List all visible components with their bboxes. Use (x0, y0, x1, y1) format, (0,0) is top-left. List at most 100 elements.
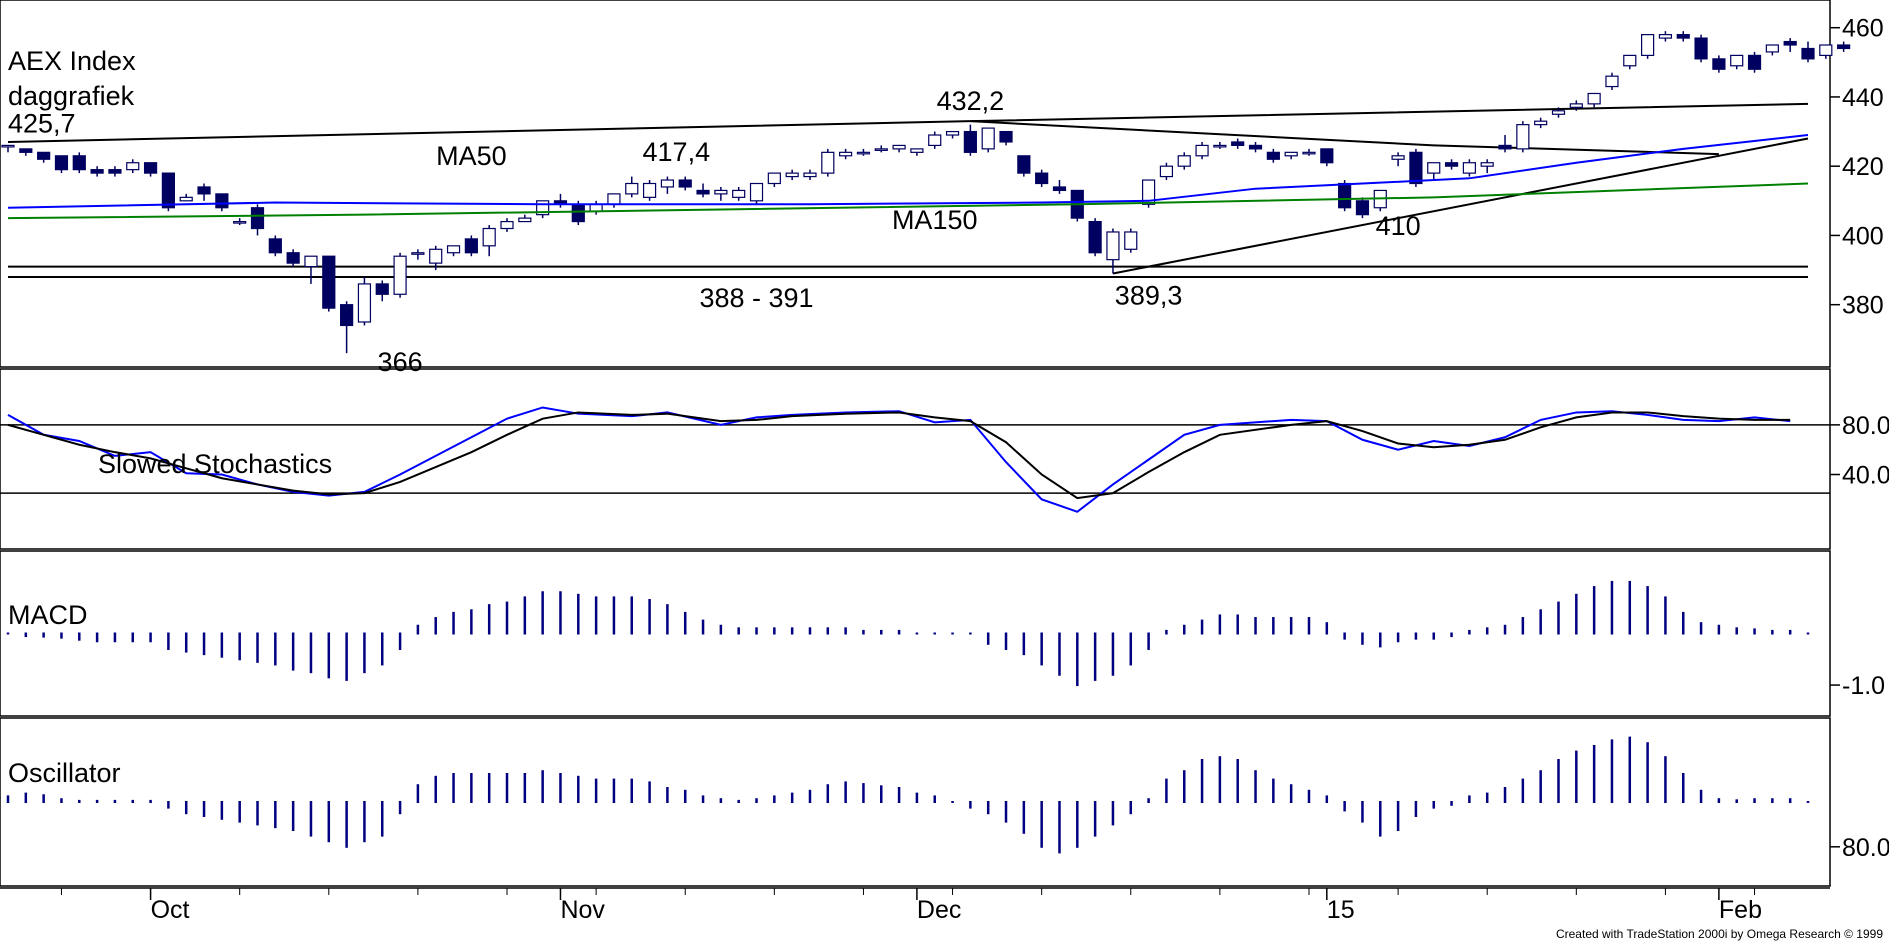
annotation-label: 388 - 391 (699, 283, 813, 313)
candle (1694, 34, 1708, 63)
candle-body-up (179, 196, 193, 202)
candle-body-up (1141, 179, 1156, 205)
stochastic-d-line (7, 411, 1791, 500)
candle (732, 186, 746, 201)
candle-body-down (161, 172, 175, 209)
candle-body-up (482, 227, 496, 247)
candle (286, 249, 300, 267)
oscillator-panel: 80.0 Oscillator (0, 717, 1889, 887)
candle-body-up (945, 130, 960, 136)
candle (197, 183, 211, 201)
candle (37, 151, 51, 163)
candle-body-down (340, 304, 354, 327)
candle-body-down (678, 179, 692, 188)
candle (1587, 92, 1601, 108)
candle-body-up (1, 144, 15, 148)
candle-body-down (1409, 151, 1423, 185)
candle (268, 235, 282, 257)
candle-body-up (1177, 155, 1191, 167)
candle (1712, 55, 1726, 73)
candle (625, 176, 639, 198)
downtrend-line (970, 120, 1719, 156)
candle (357, 276, 372, 326)
candle-body-up (625, 182, 639, 195)
candle (250, 204, 265, 236)
ytick-label: 460 (1842, 15, 1884, 43)
ytick-label: 440 (1842, 84, 1884, 112)
candle (714, 186, 728, 201)
candle (54, 155, 69, 174)
candle (518, 214, 532, 223)
candle (1569, 100, 1583, 111)
candle (678, 176, 692, 191)
candle (375, 280, 389, 302)
candle (464, 235, 478, 257)
stochastics-panel: 40.0 80.0 Slowed Stochastics (0, 368, 1889, 550)
stochastics-lines (7, 406, 1791, 513)
candle (143, 162, 158, 177)
candle-body-up (749, 182, 764, 202)
candle (446, 245, 461, 257)
stochastic-k-line (7, 406, 1791, 513)
candle-body-down (108, 169, 122, 174)
candle (1231, 138, 1245, 149)
candle-body-up (1213, 144, 1227, 148)
candle-body-up (1159, 165, 1174, 178)
candle-body-up (1605, 75, 1619, 88)
candle-body-up (1641, 34, 1655, 56)
xtick-label: Feb (1719, 896, 1762, 924)
price-panel: 380 400 420 440 460 425,7 432,2 417,4 366 388 - … (0, 0, 1884, 377)
annotation-label: MA50 (436, 141, 507, 171)
xtick-label: 15 (1327, 896, 1355, 924)
candle-body-down (1783, 40, 1797, 46)
candle-body-up (304, 255, 318, 268)
candle (19, 148, 33, 156)
candle (90, 166, 104, 177)
candle (1391, 152, 1405, 167)
candle-body-down (143, 162, 158, 174)
candle-body-up (1124, 231, 1138, 250)
candle (411, 249, 425, 260)
candle-body-down (54, 155, 69, 171)
candle (1284, 151, 1298, 160)
candle (607, 193, 621, 208)
candle-body-up (1730, 54, 1744, 67)
candle-body-up (518, 217, 532, 223)
oscillator-panel-border (0, 717, 1831, 887)
candle-body-up (981, 127, 995, 150)
candle (1355, 197, 1370, 219)
oscillator-histogram (6, 736, 1810, 854)
candles (1, 31, 1851, 354)
annotation-label: 432,2 (937, 86, 1005, 116)
candle-body-down (375, 283, 389, 295)
candle-body-up (589, 203, 603, 212)
candle (1213, 141, 1227, 149)
candle-body-down (1694, 37, 1708, 60)
candle-body-up (839, 151, 853, 157)
candle (429, 245, 443, 271)
macd-title: MACD (8, 600, 88, 630)
candle (910, 148, 924, 156)
candle-body-up (856, 151, 871, 155)
candle-body-up (1551, 110, 1566, 115)
candle (999, 130, 1013, 146)
candle-body-down (1035, 172, 1049, 185)
price-annotations: 425,7 432,2 417,4 366 388 - 391 389,3 410 MA50 M… (8, 86, 1421, 377)
candle-body-up (821, 151, 835, 174)
candle (126, 159, 140, 174)
candle (785, 169, 799, 181)
candle (322, 255, 336, 312)
candle-body-up (874, 148, 888, 151)
candle-body-up (642, 182, 657, 198)
candle-body-up (411, 252, 425, 255)
oscillator-yaxis: 80.0 (1830, 834, 1889, 862)
candle (928, 131, 942, 149)
candle-body-up (767, 172, 781, 185)
candle-body-down (1017, 155, 1031, 174)
ytick-label: 380 (1842, 292, 1884, 320)
candle-body-up (1658, 34, 1673, 39)
candle (1320, 148, 1334, 167)
candle (1, 144, 15, 153)
candle-body-down (1676, 34, 1690, 39)
candle (1427, 162, 1441, 181)
